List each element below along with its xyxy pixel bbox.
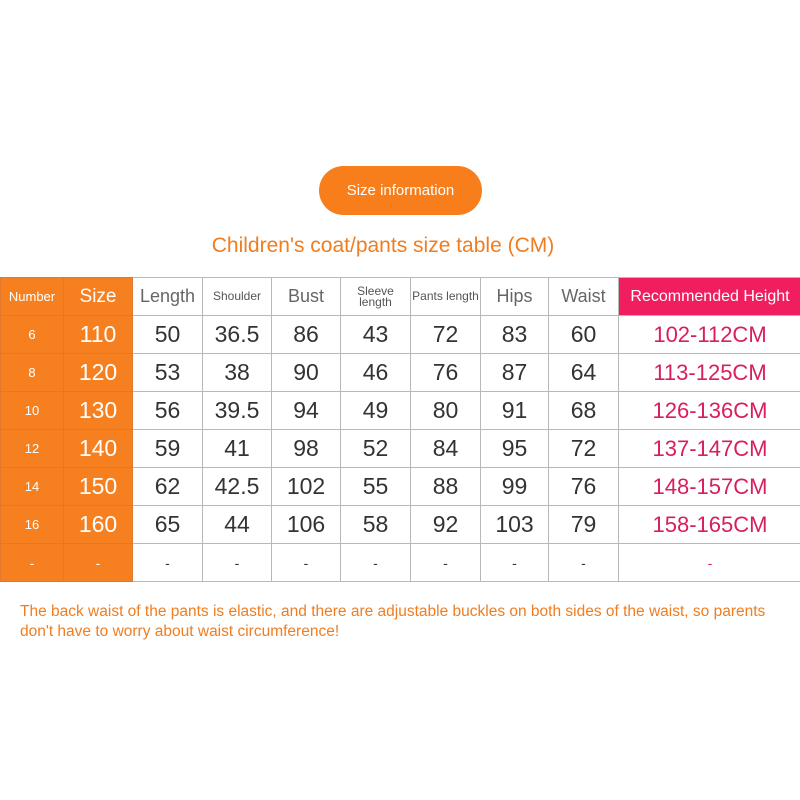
table-row: 14 150 62 42.5 102 55 88 99 76 148-157CM [0,467,800,506]
cell-hips: 99 [480,467,549,506]
cell-length: 59 [132,429,203,468]
table-row: 8 120 53 38 90 46 76 87 64 113-125CM [0,353,800,392]
table-row: 6 110 50 36.5 86 43 72 83 60 102-112CM [0,315,800,354]
cell-length: - [132,543,203,582]
cell-shoulder: 41 [202,429,272,468]
header-sleeve-length: Sleeve length [340,277,411,316]
elastic-waist-note: The back waist of the pants is elastic, … [20,603,766,640]
cell-size: 140 [63,429,133,468]
header-size: Size [63,277,133,316]
cell-sleeve-length: 49 [340,391,411,430]
cell-recommended-height: 102-112CM [618,315,800,354]
cell-size: 130 [63,391,133,430]
cell-number: 14 [0,467,64,506]
cell-number: 6 [0,315,64,354]
header-recommended-height: Recommended Height [618,277,800,316]
cell-recommended-height: 126-136CM [618,391,800,430]
cell-length: 62 [132,467,203,506]
cell-number: - [0,543,64,582]
cell-waist: 68 [548,391,619,430]
header-row: Number Size Length Shoulder Bust Sleeve lengt… [0,277,800,316]
cell-waist: - [548,543,619,582]
cell-hips: 91 [480,391,549,430]
cell-shoulder: 36.5 [202,315,272,354]
header-pants-length: Pants length [410,277,481,316]
cell-shoulder: 44 [202,505,272,544]
cell-bust: 98 [271,429,341,468]
cell-pants-length: 88 [410,467,481,506]
cell-number: 12 [0,429,64,468]
cell-shoulder: - [202,543,272,582]
cell-length: 50 [132,315,203,354]
cell-hips: 83 [480,315,549,354]
size-information-badge: Size information [319,166,482,215]
cell-recommended-height: 158-165CM [618,505,800,544]
header-shoulder: Shoulder [202,277,272,316]
cell-number: 16 [0,505,64,544]
cell-hips: - [480,543,549,582]
cell-recommended-height: - [618,543,800,582]
cell-sleeve-length: 43 [340,315,411,354]
cell-waist: 64 [548,353,619,392]
header-number: Number [0,277,64,316]
cell-length: 65 [132,505,203,544]
cell-bust: 102 [271,467,341,506]
cell-shoulder: 39.5 [202,391,272,430]
cell-recommended-height: 137-147CM [618,429,800,468]
cell-bust: 86 [271,315,341,354]
cell-size: 120 [63,353,133,392]
header-waist: Waist [548,277,619,316]
cell-waist: 76 [548,467,619,506]
header-hips: Hips [480,277,549,316]
cell-sleeve-length: 58 [340,505,411,544]
cell-size: 160 [63,505,133,544]
cell-hips: 95 [480,429,549,468]
table-row: ---------- [0,543,800,582]
cell-bust: 94 [271,391,341,430]
cell-shoulder: 38 [202,353,272,392]
table-row: 12 140 59 41 98 52 84 95 72 137-147CM [0,429,800,468]
cell-size: 110 [63,315,133,354]
cell-pants-length: 92 [410,505,481,544]
cell-waist: 72 [548,429,619,468]
cell-sleeve-length: 52 [340,429,411,468]
cell-bust: 106 [271,505,341,544]
cell-sleeve-length: 55 [340,467,411,506]
cell-waist: 79 [548,505,619,544]
cell-recommended-height: 113-125CM [618,353,800,392]
table-row: 16 160 65 44 106 58 92 103 79 158-165CM [0,505,800,544]
table-title: Children's coat/pants size table (CM) [211,234,555,257]
cell-number: 8 [0,353,64,392]
cell-bust: 90 [271,353,341,392]
cell-pants-length: 72 [410,315,481,354]
cell-waist: 60 [548,315,619,354]
cell-pants-length: 80 [410,391,481,430]
table-row: 10 130 56 39.5 94 49 80 91 68 126-136CM [0,391,800,430]
cell-size: - [63,543,133,582]
cell-shoulder: 42.5 [202,467,272,506]
header-bust: Bust [271,277,341,316]
cell-pants-length: 84 [410,429,481,468]
cell-sleeve-length: - [340,543,411,582]
cell-sleeve-length: 46 [340,353,411,392]
cell-length: 53 [132,353,203,392]
cell-hips: 103 [480,505,549,544]
cell-bust: - [271,543,341,582]
cell-hips: 87 [480,353,549,392]
size-table: Number Size Length Shoulder Bust Sleeve lengt… [0,277,800,582]
cell-pants-length: - [410,543,481,582]
cell-recommended-height: 148-157CM [618,467,800,506]
cell-pants-length: 76 [410,353,481,392]
cell-size: 150 [63,467,133,506]
cell-length: 56 [132,391,203,430]
cell-number: 10 [0,391,64,430]
header-length: Length [132,277,203,316]
